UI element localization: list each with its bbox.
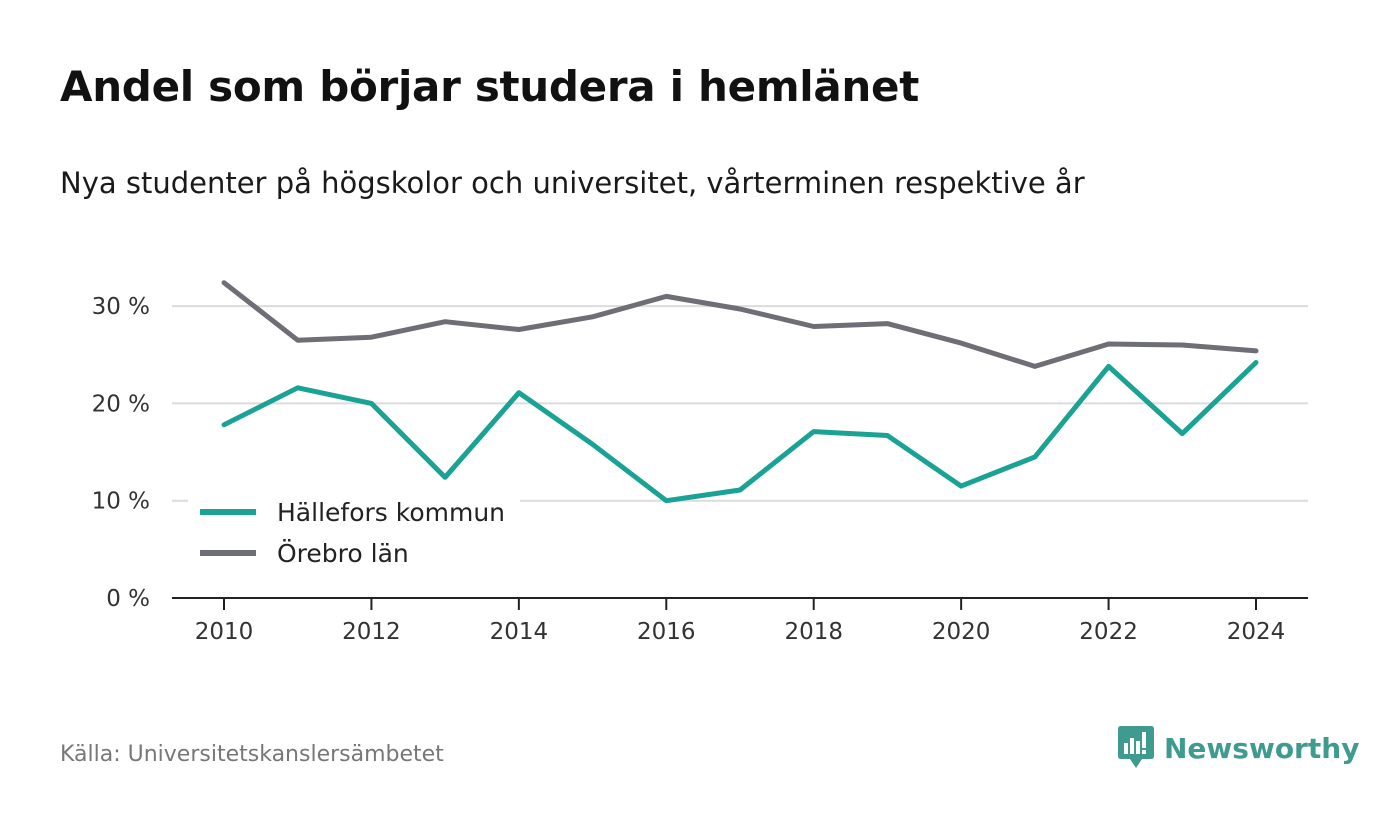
source-note: Källa: Universitetskanslersämbetet [60,742,444,767]
chart-subtitle: Nya studenter på högskolor och universit… [60,166,1085,200]
y-tick-label: 20 % [92,391,150,417]
x-tick-label: 2024 [1227,619,1286,645]
x-tick-label: 2014 [490,619,549,645]
series-line-hallefors [221,360,1259,504]
y-axis-ticks: 0 % 10 % 20 % 30 % [92,294,150,612]
brand-logo: Newsworthy [1118,726,1359,770]
newsworthy-logo-icon [1118,726,1154,768]
x-tick-label: 2012 [342,619,401,645]
x-axis-ticks: 2010 2012 2014 2016 2018 2020 2022 2024 [172,597,1308,645]
legend: Hällefors kommun Örebro län [188,492,520,576]
x-tick-label: 2020 [932,619,991,645]
brand-name: Newsworthy [1164,731,1360,765]
series-lines [221,280,1259,504]
x-tick-label: 2016 [637,619,696,645]
legend-background [188,492,520,576]
y-tick-label: 0 % [106,586,150,612]
legend-label: Örebro län [277,539,409,568]
series-line-orebro [221,280,1259,369]
chart-title: Andel som börjar studera i hemlänet [60,62,919,111]
legend-label: Hällefors kommun [277,498,505,527]
grid-lines [172,305,1308,502]
x-tick-label: 2010 [195,619,254,645]
x-tick-label: 2018 [784,619,843,645]
x-tick-label: 2022 [1079,619,1138,645]
y-tick-label: 10 % [92,489,150,515]
y-tick-label: 30 % [92,294,150,320]
